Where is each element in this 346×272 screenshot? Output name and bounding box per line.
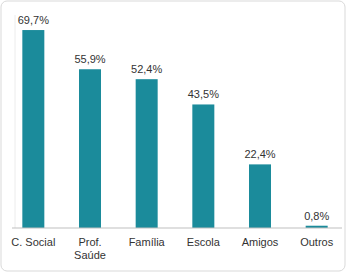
x-tick-label: Família — [129, 236, 166, 248]
y-axis-line — [15, 15, 16, 228]
baseline — [12, 228, 342, 229]
x-tick-label-line: Prof. — [78, 236, 101, 248]
x-tick-label: C. Social — [11, 236, 55, 248]
data-label: 43,5% — [188, 88, 219, 100]
x-tick-label-line: C. Social — [11, 236, 55, 248]
x-tick-label-line: Amigos — [242, 236, 279, 248]
bars — [22, 30, 327, 228]
x-tick-label-line: Outros — [300, 236, 334, 248]
bar — [136, 79, 158, 228]
x-tick-label: Escola — [187, 236, 221, 248]
data-label: 0,8% — [304, 210, 329, 222]
x-tick-label: Prof.Saúde — [74, 236, 106, 261]
bar — [249, 164, 271, 228]
chart: 69,7% C. Social 55,9% Prof.Saúde 52,4% Famíli… — [0, 0, 346, 272]
data-label: 55,9% — [74, 53, 105, 65]
frame — [1, 1, 345, 271]
x-tick-label: Amigos — [242, 236, 279, 248]
bar — [192, 104, 214, 228]
bar — [79, 69, 101, 228]
data-label: 52,4% — [131, 63, 162, 75]
x-tick-label: Outros — [300, 236, 334, 248]
x-tick-label-line: Saúde — [74, 249, 106, 261]
x-tick-label-line: Escola — [187, 236, 221, 248]
data-label: 22,4% — [244, 148, 275, 160]
bar — [22, 30, 44, 228]
x-tick-label-line: Família — [129, 236, 166, 248]
data-label: 69,7% — [18, 14, 49, 26]
